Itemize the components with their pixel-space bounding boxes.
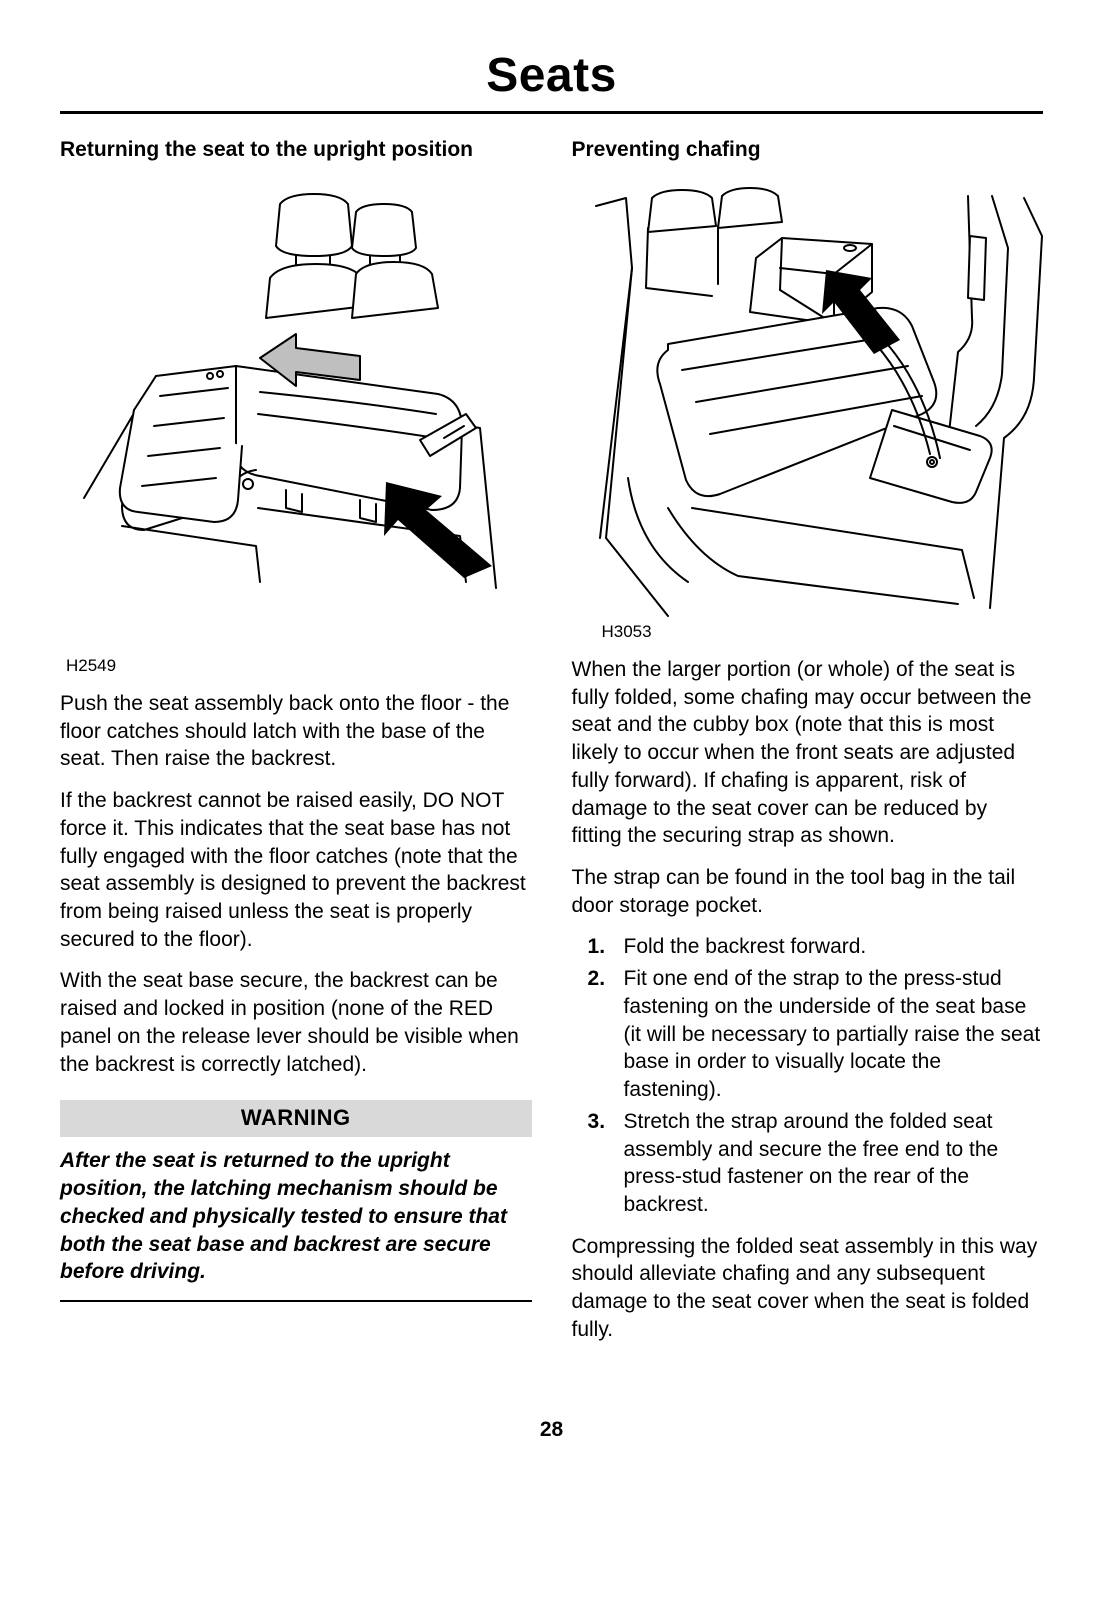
seat-upright-illustration bbox=[60, 178, 530, 648]
right-paragraph-3: Compressing the folded seat assembly in … bbox=[572, 1233, 1044, 1344]
chafing-illustration bbox=[572, 178, 1062, 628]
step-2: Fit one end of the strap to the press-st… bbox=[572, 965, 1044, 1104]
right-section-heading: Preventing chafing bbox=[572, 138, 1044, 162]
figure-seat-upright: H2549 bbox=[60, 178, 532, 676]
warning-label-bar: WARNING bbox=[60, 1100, 532, 1137]
warning-text: After the seat is returned to the uprigh… bbox=[60, 1147, 532, 1302]
figure-preventing-chafing: H3053 bbox=[572, 178, 1044, 642]
figure-id-right: H3053 bbox=[602, 622, 1044, 642]
left-section-heading: Returning the seat to the upright positi… bbox=[60, 138, 532, 162]
two-column-layout: Returning the seat to the upright positi… bbox=[60, 138, 1043, 1358]
page-number: 28 bbox=[60, 1418, 1043, 1442]
page-title: Seats bbox=[60, 48, 1043, 114]
left-paragraph-2: If the backrest cannot be raised easily,… bbox=[60, 787, 532, 953]
right-paragraph-2: The strap can be found in the tool bag i… bbox=[572, 864, 1044, 919]
right-column: Preventing chafing bbox=[572, 138, 1044, 1358]
left-column: Returning the seat to the upright positi… bbox=[60, 138, 532, 1358]
left-paragraph-1: Push the seat assembly back onto the flo… bbox=[60, 690, 532, 773]
step-3: Stretch the strap around the folded seat… bbox=[572, 1108, 1044, 1219]
left-paragraph-3: With the seat base secure, the backrest … bbox=[60, 967, 532, 1078]
figure-id-left: H2549 bbox=[66, 656, 532, 676]
right-paragraph-1: When the larger portion (or whole) of th… bbox=[572, 656, 1044, 850]
step-1: Fold the backrest forward. bbox=[572, 933, 1044, 961]
steps-list: Fold the backrest forward. Fit one end o… bbox=[572, 933, 1044, 1218]
